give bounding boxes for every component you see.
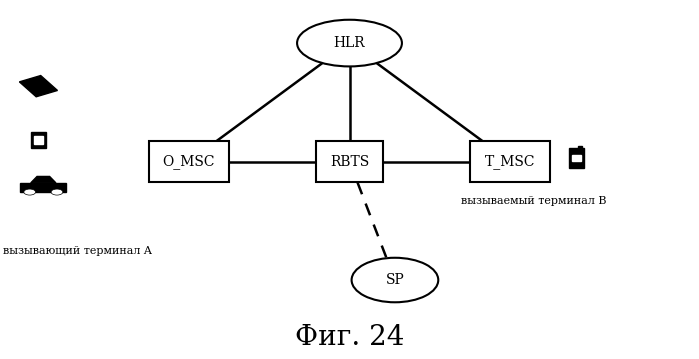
Polygon shape	[20, 75, 57, 97]
Bar	[31, 132, 46, 148]
Bar	[578, 146, 582, 150]
Text: Фиг. 24: Фиг. 24	[295, 324, 404, 351]
Text: RBTS: RBTS	[330, 155, 369, 168]
Bar	[20, 183, 66, 192]
FancyBboxPatch shape	[316, 141, 383, 182]
Ellipse shape	[297, 20, 402, 66]
Circle shape	[51, 189, 63, 195]
Bar	[569, 148, 584, 168]
Text: HLR: HLR	[333, 36, 366, 50]
Circle shape	[24, 189, 36, 195]
Bar	[572, 155, 582, 161]
Text: вызывающий терминал A: вызывающий терминал A	[3, 246, 152, 256]
Text: T_MSC: T_MSC	[485, 154, 535, 169]
Text: вызываемый терминал B: вызываемый терминал B	[461, 196, 607, 206]
Bar	[34, 136, 43, 144]
Polygon shape	[31, 177, 56, 183]
Text: O_MSC: O_MSC	[162, 154, 215, 169]
Text: SP: SP	[386, 273, 404, 287]
Ellipse shape	[352, 258, 438, 302]
FancyBboxPatch shape	[149, 141, 229, 182]
FancyBboxPatch shape	[470, 141, 551, 182]
